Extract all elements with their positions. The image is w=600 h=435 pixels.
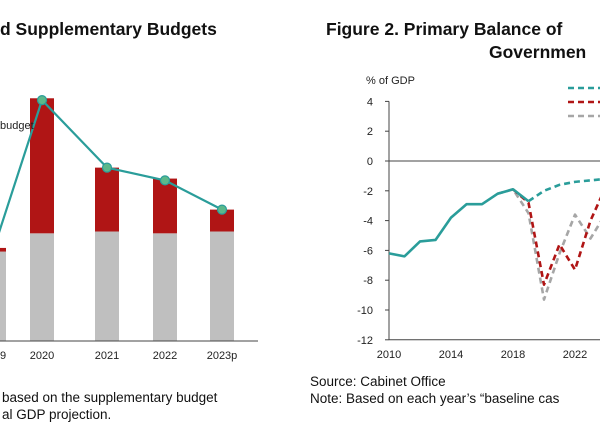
right-source-note: Source: Cabinet Office (310, 374, 446, 389)
left-x-tick-3: 2022 (153, 350, 177, 362)
left-point-2 (101, 162, 113, 173)
right-series-solid-teal (388, 188, 530, 258)
left-note-line1: based on the supplementary budget (2, 390, 218, 405)
right-series-dashed-red (512, 188, 600, 286)
right-y-tick-7: -10 (357, 305, 373, 317)
right-series-dashed-teal (527, 178, 600, 203)
left-point-3 (159, 175, 171, 186)
right-y-tick-5: -6 (363, 245, 373, 257)
right-y-tick-2: 0 (367, 156, 373, 168)
bar-supplementary-1 (30, 98, 54, 234)
right-y-tick-6: -8 (363, 275, 373, 287)
left-chart-title: d Supplementary Budgets (0, 19, 217, 39)
left-x-tick-1: 2020 (30, 350, 54, 362)
right-y-tick-8: -12 (357, 335, 373, 347)
left-point-4 (216, 204, 228, 215)
bar-supplementary-3 (153, 178, 177, 234)
right-x-tick-3: 2022 (563, 349, 587, 361)
bar-supplementary-4 (210, 209, 234, 232)
left-x-tick-2: 2021 (95, 350, 119, 362)
left-x-tick-4: 2023p (207, 350, 238, 362)
right-y-tick-1: 2 (367, 126, 373, 138)
bar-base-1 (30, 233, 54, 341)
right-y-tick-0: 4 (367, 96, 373, 108)
bar-base-4 (210, 231, 234, 341)
left-note-line2: al GDP projection. (2, 407, 112, 422)
bar-supplementary-2 (95, 167, 119, 232)
right-x-tick-1: 2014 (439, 349, 463, 361)
bar-supplementary-0 (0, 247, 6, 252)
right-x-tick-2: 2018 (501, 349, 525, 361)
right-x-tick-0: 2010 (377, 349, 401, 361)
right-y-tick-3: -2 (363, 186, 373, 198)
bar-base-2 (95, 231, 119, 341)
right-series-dashed-gray (497, 188, 600, 301)
right-chart-title-line2: Governmen (489, 42, 587, 62)
left-budget-label: budget (0, 120, 34, 132)
left-point-1 (36, 94, 48, 106)
right-y-tick-4: -4 (363, 216, 373, 228)
right-baseline-note: Note: Based on each year’s “baseline cas (310, 391, 560, 406)
right-chart-title-line1: Figure 2. Primary Balance of (326, 19, 563, 39)
bar-base-0 (0, 251, 6, 341)
bar-base-3 (153, 233, 177, 341)
left-x-tick-0: 9 (0, 350, 6, 362)
right-y-unit-label: % of GDP (366, 75, 415, 87)
